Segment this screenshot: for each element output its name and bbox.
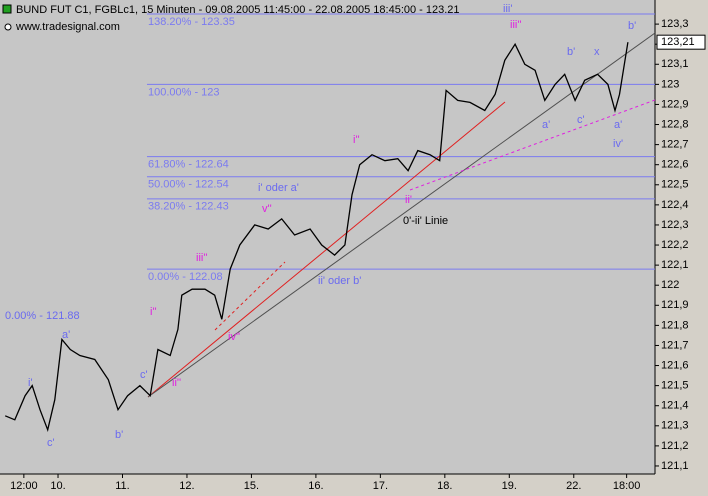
y-tick-label: 123,1 [661, 58, 689, 70]
y-tick-label: 121,3 [661, 420, 689, 432]
annotation: ii' [405, 194, 412, 206]
trend-line [409, 99, 656, 191]
annotation: iv'' [228, 331, 240, 343]
x-tick-label: 17. [373, 480, 388, 492]
x-axis-area [0, 474, 708, 496]
annotation: b' [115, 429, 123, 441]
x-tick-label: 12:00 [10, 480, 38, 492]
fib-label: 61.80% - 122.64 [148, 159, 229, 171]
y-tick-label: 122,3 [661, 219, 689, 231]
last-value-label: 123,21 [661, 36, 695, 48]
y-tick-label: 122,9 [661, 98, 689, 110]
annotation: c' [577, 114, 585, 126]
web-icon [4, 23, 12, 31]
annotation: c' [47, 437, 55, 449]
annotation: i'' [150, 306, 157, 318]
fib-label: 0.00% - 122.08 [148, 271, 223, 283]
fib-label: 100.00% - 123 [148, 86, 220, 98]
y-tick-label: 122,7 [661, 139, 689, 151]
annotation: iii' [503, 3, 512, 15]
trend-line [214, 261, 286, 331]
annotation: i' oder a' [258, 182, 299, 194]
annotation: v'' [262, 203, 272, 215]
y-tick-label: 123 [661, 78, 679, 90]
y-tick-label: 121,1 [661, 460, 689, 472]
y-tick-label: 121,4 [661, 400, 689, 412]
annotation: x [594, 46, 600, 58]
x-tick-label: 12. [179, 480, 194, 492]
annotation: b' [628, 20, 636, 32]
x-tick-label: 19. [502, 480, 517, 492]
annotation: 0.00% - 121.88 [5, 310, 80, 322]
annotation: a' [614, 119, 622, 131]
annotation: i' [28, 377, 33, 389]
x-tick-label: 11. [115, 480, 129, 492]
x-tick-label: 18. [437, 480, 452, 492]
fib-label: 38.20% - 122.43 [148, 201, 229, 213]
price-line [4, 42, 629, 433]
y-tick-label: 122,1 [661, 259, 689, 271]
y-tick-label: 121,7 [661, 339, 689, 351]
annotation: c' [140, 369, 148, 381]
annotation: iii'' [510, 19, 522, 31]
y-axis-area [655, 0, 708, 496]
annotation: 0'-ii' Linie [403, 215, 448, 227]
annotation: a' [62, 329, 70, 341]
y-tick-label: 122 [661, 279, 679, 291]
annotation: a' [542, 119, 550, 131]
y-tick-label: 123,3 [661, 18, 689, 30]
y-tick-label: 122,2 [661, 239, 689, 251]
x-tick-label: 15. [244, 480, 259, 492]
annotation: ii'' [172, 377, 181, 389]
series-icon [2, 4, 12, 14]
y-tick-label: 121,8 [661, 319, 689, 331]
y-tick-label: 121,2 [661, 440, 689, 452]
chart-subtitle: www.tradesignal.com [15, 21, 120, 33]
annotation: b' [567, 46, 575, 58]
x-tick-label: 22. [566, 480, 581, 492]
y-tick-label: 122,8 [661, 118, 689, 130]
trend-line [147, 32, 656, 398]
fib-label: 138.20% - 123.35 [148, 16, 235, 28]
annotation: i'' [353, 134, 360, 146]
y-tick-label: 122,6 [661, 159, 689, 171]
y-tick-label: 121,5 [661, 380, 689, 392]
y-tick-label: 121,6 [661, 359, 689, 371]
y-tick-label: 122,5 [661, 179, 689, 191]
x-tick-label: 16. [308, 480, 323, 492]
y-tick-label: 122,4 [661, 199, 689, 211]
last-value-box [656, 34, 706, 50]
fib-label: 50.00% - 122.54 [148, 179, 229, 191]
x-tick-label: 18:00 [613, 480, 641, 492]
annotation: iv' [613, 138, 623, 150]
x-tick-label: 10. [50, 480, 65, 492]
plot-area [0, 0, 655, 474]
y-tick-label: 121,9 [661, 299, 689, 311]
chart-title: BUND FUT C1, FGBLc1, 15 Minuten - 09.08.… [16, 4, 460, 16]
annotations: 0.00% - 121.88 i' c' a' b' c' ii'' i'' i… [5, 3, 636, 449]
annotation: iii'' [196, 252, 208, 264]
annotation: ii' oder b' [318, 275, 361, 287]
